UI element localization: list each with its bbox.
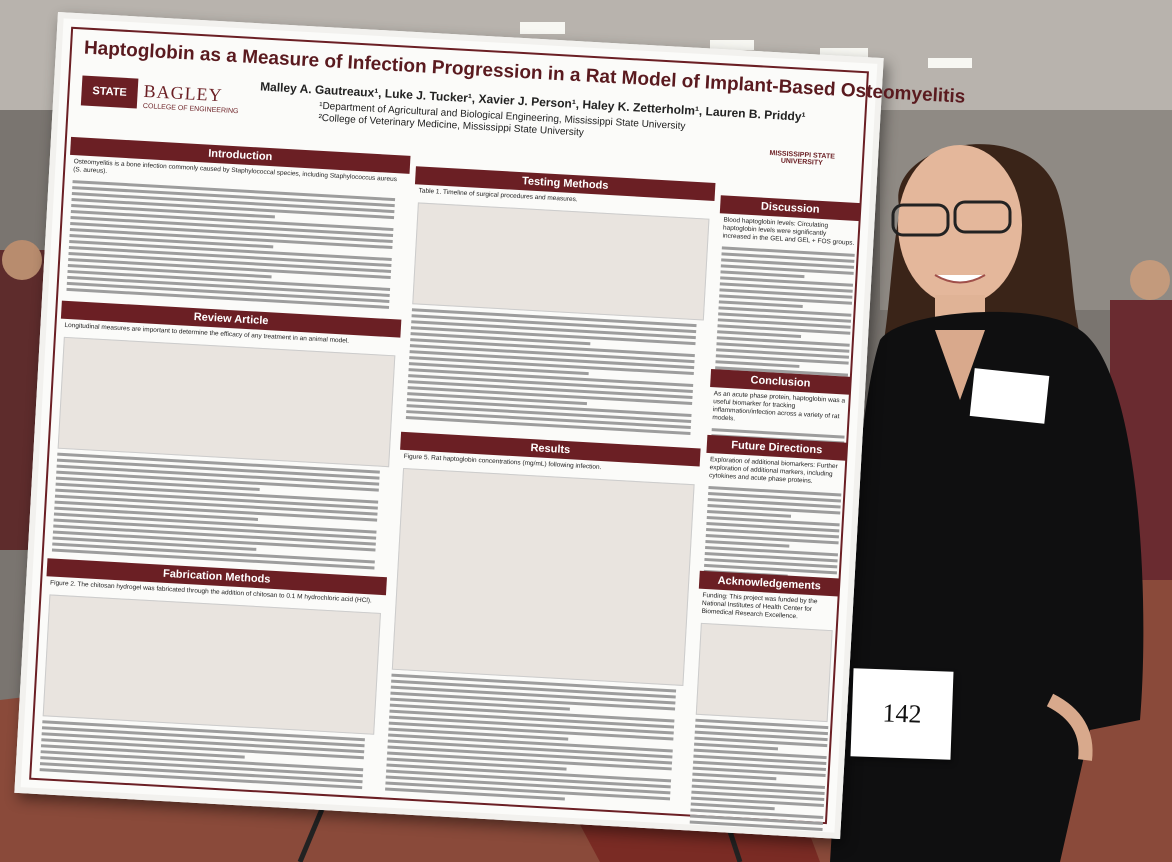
- glasses: [953, 200, 1012, 234]
- poster-section: Introduction Osteomyelitis is a bone infe…: [62, 136, 411, 314]
- ceiling-light: [520, 22, 565, 34]
- figure: [391, 467, 695, 686]
- bystander-head: [1130, 260, 1170, 300]
- smile: [934, 274, 986, 284]
- hand: [1046, 693, 1093, 761]
- poster: Haptoglobin as a Measure of Infection Pr…: [14, 12, 966, 839]
- poster-section: Results Figure 5. Rat haptoglobin concent…: [381, 431, 701, 808]
- figure: [412, 202, 710, 321]
- bystander-head: [2, 240, 42, 280]
- figure: [57, 336, 396, 468]
- logo-left: STATE BAGLEY COLLEGE OF ENGINEERING: [80, 71, 252, 126]
- ceiling-light: [928, 58, 972, 68]
- logo-sub: COLLEGE OF ENGINEERING: [142, 102, 239, 116]
- section-text: Funding: This project was funded by the …: [701, 591, 818, 621]
- poster-section: Acknowledgements Funding: This project wa…: [687, 570, 840, 831]
- figure: [695, 622, 833, 723]
- face: [898, 145, 1022, 305]
- name-tag: [969, 368, 1050, 424]
- logo-name: BAGLEY: [143, 80, 224, 106]
- neckline: [935, 330, 985, 400]
- figure: [42, 594, 381, 735]
- section-text: As an acute phase protein, haptoglobin w…: [712, 390, 846, 423]
- poster-section: Fabrication Methods Figure 2. The chitosa…: [35, 558, 387, 792]
- poster-section: Review Article Longitudinal measures are …: [48, 300, 402, 572]
- poster-section: Discussion Blood haptoglobin levels: Circ…: [711, 195, 861, 377]
- logo-mark: STATE: [80, 75, 139, 109]
- section-text: Exploration of additional biomarkers: Fu…: [708, 456, 838, 485]
- poster-section: Conclusion As an acute phase protein, hap…: [708, 369, 851, 451]
- number-placard: 142: [850, 668, 954, 760]
- ceiling-light: [710, 40, 754, 50]
- section-text: Blood haptoglobin levels: Circulating ha…: [722, 216, 855, 247]
- poster-section: Future Directions Exploration of addition…: [700, 434, 848, 578]
- poster-section: Testing Methods Table 1. Timeline of surg…: [402, 166, 716, 440]
- glasses: [891, 203, 950, 237]
